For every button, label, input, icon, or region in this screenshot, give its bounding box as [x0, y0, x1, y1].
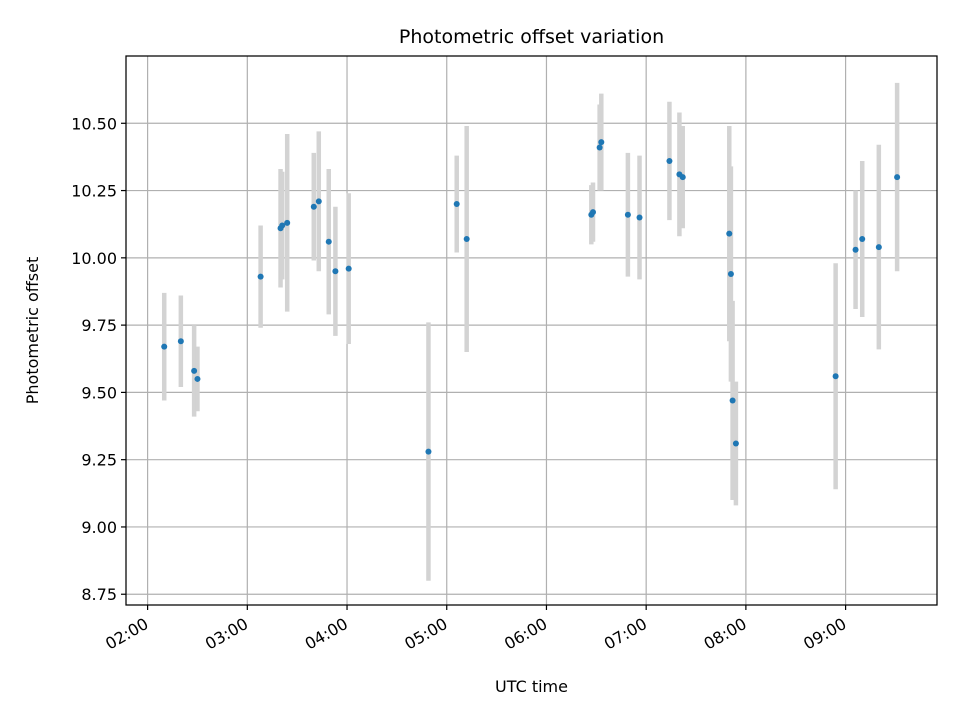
- chart-title: Photometric offset variation: [399, 26, 664, 48]
- data-point: [177, 338, 184, 345]
- data-points: [161, 139, 901, 455]
- data-point: [598, 139, 605, 146]
- data-point: [589, 209, 596, 216]
- data-point: [832, 373, 839, 380]
- data-point: [315, 198, 322, 205]
- y-tick-label: 9.25: [81, 451, 117, 470]
- data-point: [161, 343, 168, 350]
- data-point: [463, 236, 470, 242]
- y-tick-label: 10.50: [71, 114, 117, 133]
- data-point: [732, 440, 739, 447]
- data-point: [257, 273, 264, 280]
- data-point: [875, 244, 882, 251]
- data-point: [679, 174, 686, 181]
- y-tick-label: 10.25: [71, 182, 117, 201]
- y-tick-label: 9.75: [81, 316, 117, 335]
- data-point: [453, 201, 460, 208]
- data-point: [666, 157, 673, 164]
- data-point: [596, 144, 603, 151]
- data-point: [636, 214, 643, 221]
- data-point: [191, 367, 198, 374]
- y-axis-label: Photometric offset: [23, 257, 42, 405]
- y-tick-label: 8.75: [81, 585, 117, 604]
- data-point: [894, 174, 901, 181]
- data-point: [852, 246, 859, 253]
- data-point: [727, 270, 734, 277]
- data-point: [194, 375, 201, 382]
- plot-area-frame: [125, 55, 938, 606]
- data-point: [310, 203, 317, 210]
- data-point: [284, 219, 291, 226]
- data-point: [726, 230, 733, 237]
- data-point: [332, 268, 339, 275]
- x-axis-label: UTC time: [495, 677, 568, 696]
- y-tick-label: 9.50: [81, 383, 117, 402]
- data-point: [859, 236, 866, 242]
- data-point: [624, 211, 631, 218]
- data-point: [279, 222, 286, 229]
- data-point: [729, 397, 736, 404]
- y-axis-ticks: 8.75 9.00 9.25 9.50 9.75 10.00 10.25 10.50: [71, 114, 126, 604]
- y-tick-label: 9.00: [81, 518, 117, 537]
- data-point: [425, 448, 432, 455]
- y-tick-label: 10.00: [71, 249, 117, 268]
- data-point: [325, 238, 332, 245]
- data-point: [345, 265, 352, 272]
- grid: [126, 56, 937, 605]
